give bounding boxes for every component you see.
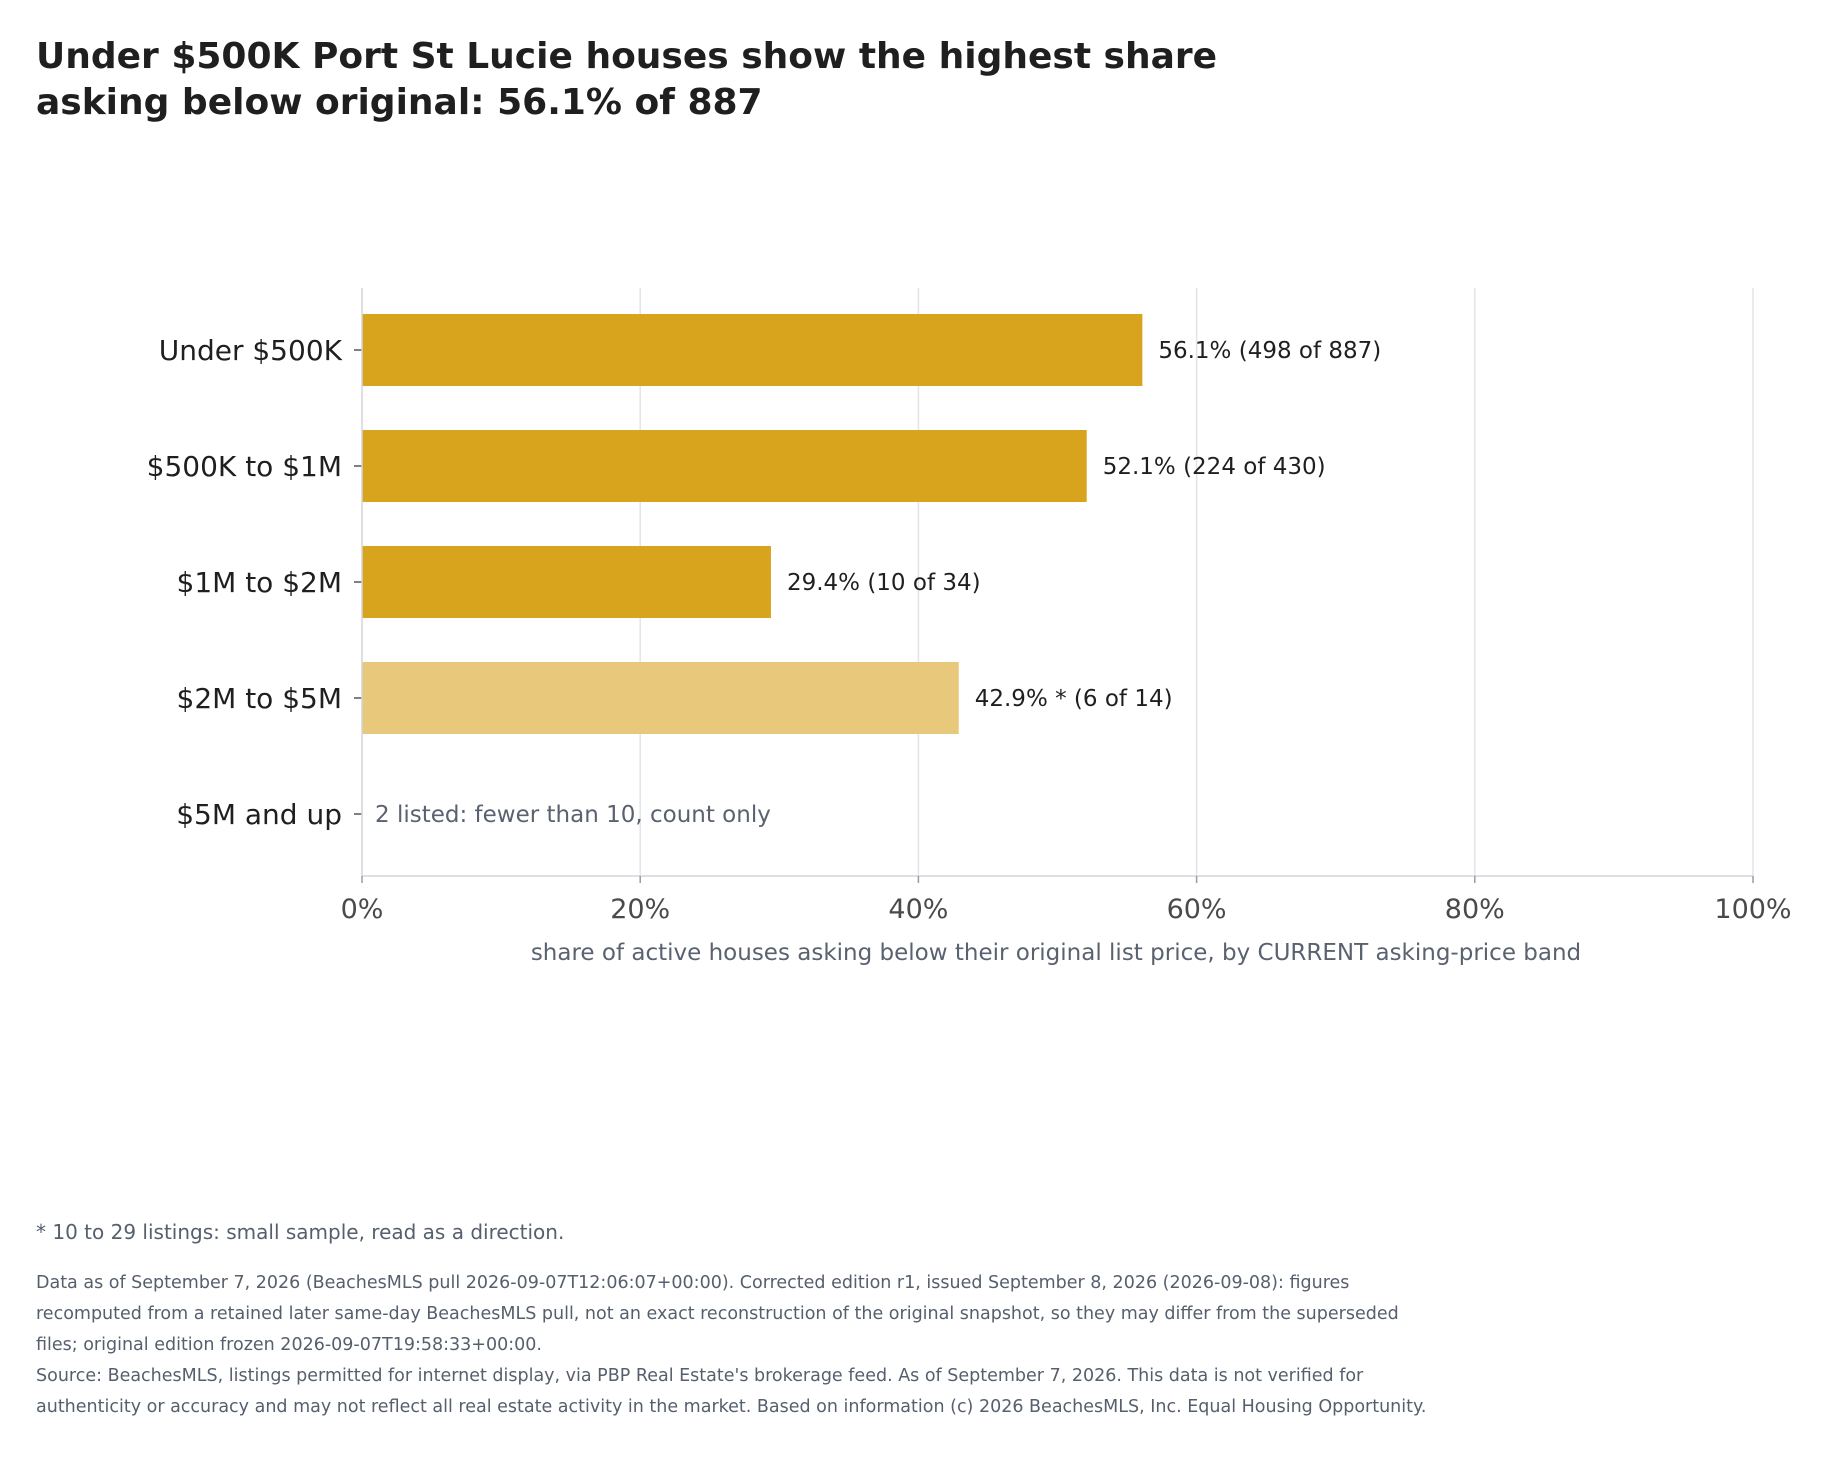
category-label: $1M to $2M: [177, 566, 342, 599]
x-tick-label: 0%: [341, 894, 384, 925]
count-only-note: 2 listed: fewer than 10, count only: [375, 802, 771, 828]
data-note: Data as of September 7, 2026 (BeachesMLS…: [36, 1273, 1399, 1355]
x-axis-label: share of active houses asking below thei…: [531, 940, 1581, 966]
bar: [362, 430, 1087, 502]
category-label: Under $500K: [159, 334, 343, 367]
x-axis: 0% 20% 40% 60% 80% 100%: [341, 288, 1792, 925]
data-label: 52.1% (224 of 430): [1103, 454, 1326, 480]
category-labels: Under $500K $500K to $1M $1M to $2M $2M to …: [147, 334, 362, 831]
x-tick-label: 40%: [888, 894, 948, 925]
source-note: Source: BeachesMLS, listings permitted f…: [36, 1366, 1427, 1417]
x-tick-label: 60%: [1167, 894, 1227, 925]
data-label: 42.9% * (6 of 14): [975, 686, 1173, 712]
category-label: $2M to $5M: [177, 682, 342, 715]
bar: [362, 546, 771, 618]
bars: [362, 314, 1143, 734]
bar-chart: Under $500K $500K to $1M $1M to $2M $2M to …: [147, 288, 1792, 966]
x-tick-label: 80%: [1445, 894, 1505, 925]
value-labels: 56.1% (498 of 887) 52.1% (224 of 430) 29.4…: [375, 338, 1381, 828]
category-label: $500K to $1M: [147, 450, 342, 483]
footnote: * 10 to 29 listings: small sample, read …: [36, 1220, 565, 1244]
data-label: 56.1% (498 of 887): [1158, 338, 1381, 364]
data-label: 29.4% (10 of 34): [787, 570, 981, 596]
source-notes: Data as of September 7, 2026 (BeachesMLS…: [36, 1268, 1436, 1423]
chart-title: Under $500K Port St Lucie houses show th…: [36, 36, 1218, 123]
x-tick-label: 20%: [610, 894, 670, 925]
bar: [362, 314, 1143, 386]
x-tick-label: 100%: [1714, 894, 1791, 925]
category-label: $5M and up: [176, 798, 342, 831]
bar: [362, 662, 959, 734]
